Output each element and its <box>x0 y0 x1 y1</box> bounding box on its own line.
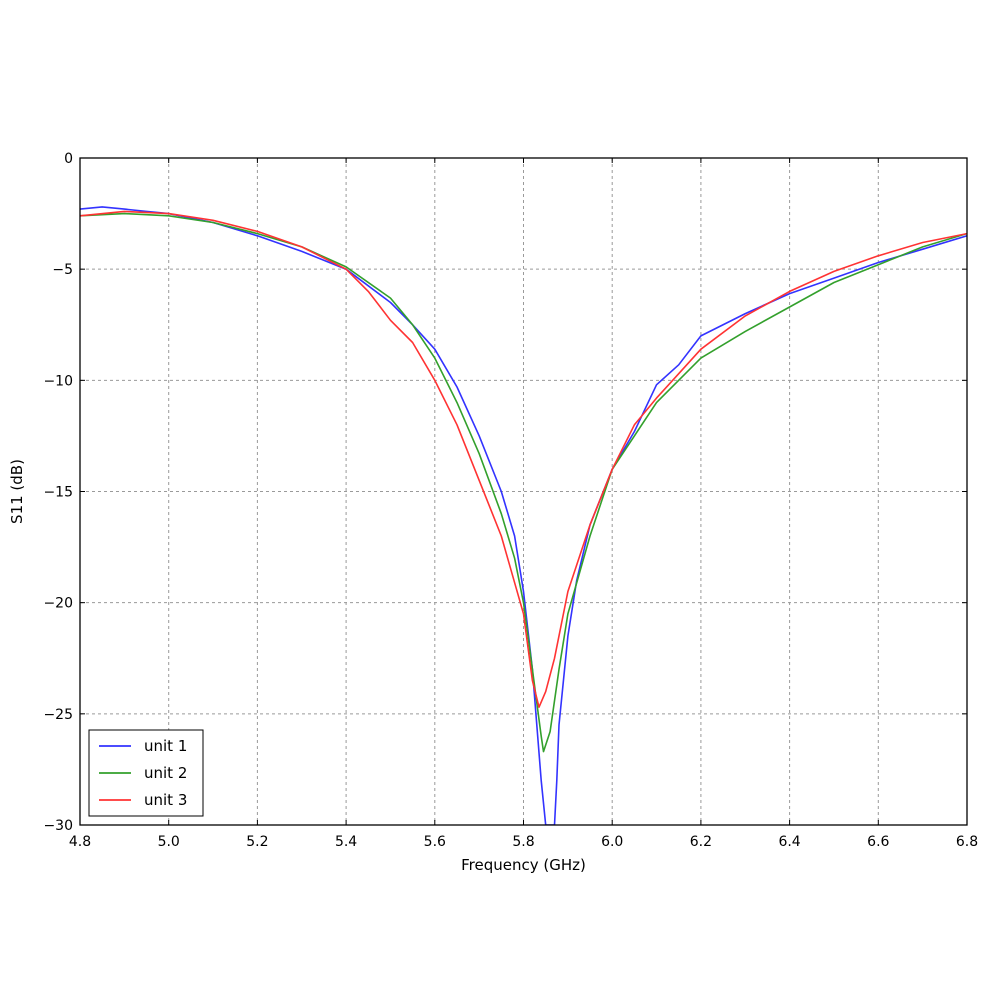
x-tick-label: 5.8 <box>512 834 534 850</box>
x-tick-label: 5.4 <box>335 834 357 850</box>
legend-label: unit 1 <box>144 737 187 755</box>
x-tick-label: 6.6 <box>867 834 889 850</box>
legend: unit 1 unit 2 unit 3 <box>88 729 204 817</box>
series-line-unit-1 <box>80 206 967 825</box>
grid <box>80 158 967 825</box>
x-tick-label: 5.0 <box>158 834 180 850</box>
y-tick-label: 0 <box>64 151 73 167</box>
y-tick-label: −30 <box>43 818 73 834</box>
legend-label: unit 3 <box>144 791 187 809</box>
y-tick-labels: 0 −5 −10 −15 −20 −25 −30 <box>43 151 967 834</box>
x-tick-label: 5.6 <box>424 834 446 850</box>
x-tick-label: 6.0 <box>601 834 623 850</box>
y-axis-label: S11 (dB) <box>8 459 26 524</box>
x-axis-label: Frequency (GHz) <box>461 856 586 874</box>
x-tick-label: 6.4 <box>778 834 800 850</box>
x-tick-labels: 4.8 5.0 5.2 5.4 5.6 5.8 6.0 6.2 6.4 6.6 6.8 <box>69 158 978 850</box>
series-lines <box>80 206 967 825</box>
x-tick-label: 6.2 <box>690 834 712 850</box>
y-tick-label: −5 <box>52 262 73 278</box>
y-tick-label: −10 <box>43 373 73 389</box>
y-tick-label: −15 <box>43 485 73 501</box>
x-tick-label: 6.8 <box>956 834 978 850</box>
x-tick-label: 5.2 <box>246 834 268 850</box>
series-line-unit-3 <box>80 210 967 709</box>
x-tick-label: 4.8 <box>69 834 91 850</box>
legend-label: unit 2 <box>144 764 187 782</box>
y-tick-label: −20 <box>43 596 73 612</box>
y-tick-label: −25 <box>43 707 73 723</box>
